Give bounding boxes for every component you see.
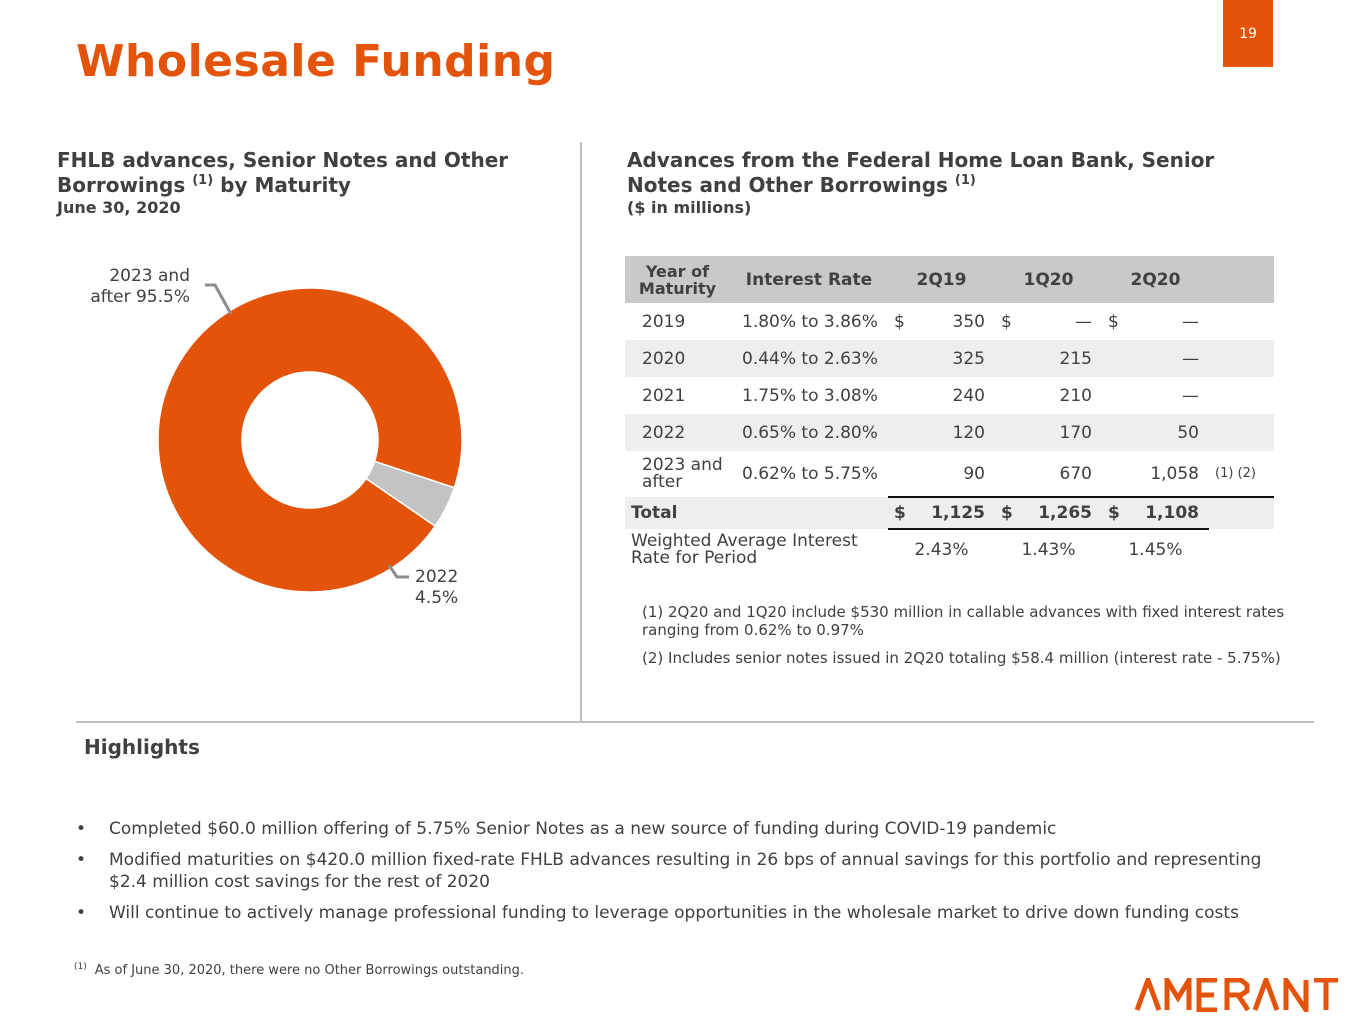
cell-1q20: $ — [1001,311,1092,332]
footnote-marker: (1) [74,962,87,972]
header-year-of-maturity: Year of Maturity [638,261,717,298]
footnote-text: As of June 30, 2020, there were no Other… [94,963,525,978]
page-number: 19 [1239,25,1257,42]
slice-label-2022-line2: 4.5% [415,588,458,608]
cell-year: 2020 [642,348,686,369]
table-header-row: Year of Maturity Interest Rate 2Q19 1Q20 … [625,256,1274,303]
table-title-line2: Notes and Other Borrowings [627,173,948,197]
cell-2q20: 50 [1177,422,1199,443]
borrowings-table: Year of Maturity Interest Rate 2Q19 1Q20 … [625,256,1274,571]
donut-slice-2023-and-after [157,287,463,593]
cell-1q20: 170 [1059,422,1092,443]
cell-2q19: 240 [952,385,985,406]
cell-2q20: 1,058 [1150,463,1199,484]
header-notes [1209,256,1274,303]
cell-wair-1q20: 1.43% [1021,540,1076,560]
cell-total-1q20: $1,265 [995,496,1102,530]
table-title-superscript: (1) [954,173,976,188]
table-note-1: (1) 2Q20 and 1Q20 include $530 million i… [642,603,1285,639]
table-row: 2022 0.65% to 2.80% 120 170 50 [625,414,1274,451]
cell-rate: 1.80% to 3.86% [742,311,878,332]
cell-year: 2019 [642,311,686,332]
cell-2q20: — [1182,385,1199,406]
highlight-item: Modified maturities on $420.0 million fi… [76,849,1286,893]
cell-2q19: 120 [952,422,985,443]
table-wair-row: Weighted Average Interest Rate for Period… [625,529,1274,571]
table-note-2: (2) Includes senior notes issued in 2Q20… [642,649,1281,667]
cell-rate: 0.65% to 2.80% [742,422,878,443]
donut-title-superscript: (1) [192,173,214,188]
donut-chart-title: FHLB advances, Senior Notes and Other Bo… [57,148,557,198]
cell-year: 2022 [642,422,686,443]
cell-2q20: $ — [1108,311,1199,332]
cell-total-label: Total [631,503,678,523]
header-2q19: 2Q19 [916,269,967,290]
cell-2q19: 90 [963,463,985,484]
donut-chart-subtitle: June 30, 2020 [57,198,181,217]
header-2q20: 2Q20 [1130,269,1181,290]
cell-wair-2q19: 2.43% [914,540,969,560]
highlights-title: Highlights [84,735,200,759]
header-1q20: 1Q20 [1023,269,1074,290]
cell-note-ref: (1) (2) [1215,466,1256,481]
leader-line-2022 [387,564,409,579]
cell-year: 2021 [642,385,686,406]
cell-1q20: 670 [1059,463,1092,484]
leader-line-2023-after [205,283,233,315]
cell-1q20: 210 [1059,385,1092,406]
table-subtitle: ($ in millions) [627,198,752,217]
table-title: Advances from the Federal Home Loan Bank… [627,148,1307,198]
cell-wair-2q20: 1.45% [1128,540,1183,560]
table-title-line1: Advances from the Federal Home Loan Bank… [627,148,1215,172]
page-title: Wholesale Funding [76,36,556,87]
table-row: 2023 and after 0.62% to 5.75% 90 670 1,05… [625,451,1274,497]
page-footnote: (1) As of June 30, 2020, there were no Ot… [74,962,524,978]
table-total-row: Total $1,125 $1,265 $1,108 [625,496,1274,530]
highlight-item: Completed $60.0 million offering of 5.75… [76,818,1286,840]
highlights-list: Completed $60.0 million offering of 5.75… [76,818,1286,933]
cell-wair-label: Weighted Average Interest Rate for Period [631,531,858,568]
cell-total-2q20: $1,108 [1102,496,1209,530]
cell-year: 2023 and after [642,455,723,492]
header-interest-rate: Interest Rate [745,269,873,290]
maturity-donut-chart: 2023 and after 95.5% 2022 4.5% [90,266,463,608]
table-row: 2019 1.80% to 3.86% $350 $ — $ — [625,303,1274,340]
donut-title-text-2: by Maturity [220,173,351,197]
highlight-item: Will continue to actively manage profess… [76,902,1286,924]
cell-rate: 0.62% to 5.75% [742,464,878,484]
slice-label-2023-after-line2: after 95.5% [90,287,190,307]
vertical-divider [580,142,582,722]
horizontal-divider [76,721,1314,723]
cell-rate: 1.75% to 3.08% [742,385,878,406]
table-row: 2020 0.44% to 2.63% 325 215 — [625,340,1274,377]
amerant-logo [1135,978,1338,1012]
cell-rate: 0.44% to 2.63% [742,348,878,369]
cell-2q20: — [1182,348,1199,369]
cell-1q20: 215 [1059,348,1092,369]
slice-label-2022-line1: 2022 [415,567,458,587]
cell-total-2q19: $1,125 [888,496,995,530]
table-row: 2021 1.75% to 3.08% 240 210 — [625,377,1274,414]
cell-2q19: 325 [952,348,985,369]
donut-title-text-1: FHLB advances, Senior Notes and Other Bo… [57,148,509,197]
donut-slice-2022 [364,460,456,528]
page-number-badge: 19 [1223,0,1273,67]
cell-2q19: $350 [894,311,985,332]
slice-label-2023-after-line1: 2023 and [109,266,190,286]
